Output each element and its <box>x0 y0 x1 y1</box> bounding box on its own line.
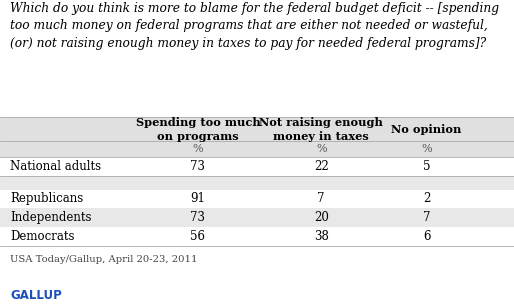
Text: GALLUP: GALLUP <box>10 289 62 302</box>
Text: No opinion: No opinion <box>392 124 462 135</box>
Text: %: % <box>193 144 203 154</box>
Text: 7: 7 <box>423 211 430 224</box>
Text: USA Today/Gallup, April 20-23, 2011: USA Today/Gallup, April 20-23, 2011 <box>10 255 198 264</box>
Text: 7: 7 <box>318 192 325 206</box>
Text: 6: 6 <box>423 230 430 243</box>
Text: 2: 2 <box>423 192 430 206</box>
Text: 73: 73 <box>190 160 206 173</box>
Text: %: % <box>316 144 326 154</box>
Text: 38: 38 <box>314 230 328 243</box>
Text: 56: 56 <box>190 230 206 243</box>
Text: 22: 22 <box>314 160 328 173</box>
Text: 5: 5 <box>423 160 430 173</box>
Text: Democrats: Democrats <box>10 230 75 243</box>
Text: Not raising enough
money in taxes: Not raising enough money in taxes <box>259 117 383 142</box>
Text: National adults: National adults <box>10 160 101 173</box>
Text: %: % <box>421 144 432 154</box>
Text: Spending too much
on programs: Spending too much on programs <box>136 117 260 142</box>
Text: 73: 73 <box>190 211 206 224</box>
Text: Republicans: Republicans <box>10 192 84 206</box>
Text: 20: 20 <box>314 211 328 224</box>
Bar <box>0 142 514 157</box>
Bar <box>0 208 514 227</box>
Bar <box>0 117 514 142</box>
Text: Which do you think is more to blame for the federal budget deficit -- [spending
: Which do you think is more to blame for … <box>10 2 500 49</box>
Text: 91: 91 <box>191 192 205 206</box>
Bar <box>0 176 514 190</box>
Text: Independents: Independents <box>10 211 92 224</box>
